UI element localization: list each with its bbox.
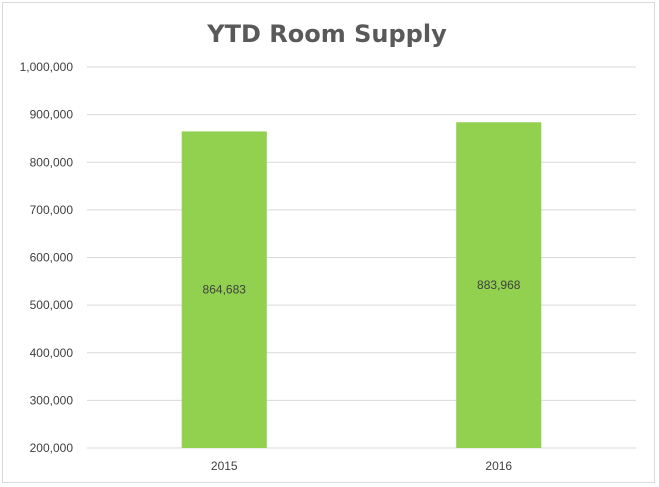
y-tick-label: 600,000: [30, 251, 74, 265]
bar-2016: [456, 122, 542, 448]
y-tick-label: 300,000: [30, 393, 74, 407]
gridlines: [87, 66, 636, 449]
y-tick-label: 1,000,000: [20, 60, 74, 74]
data-label-2016: 883,968: [477, 278, 521, 292]
bars: [181, 122, 542, 449]
data-labels: 864,683 883,968: [203, 278, 521, 297]
y-tick-label: 500,000: [30, 298, 74, 312]
x-tick-label-2016: 2016: [485, 459, 512, 473]
data-label-2015: 864,683: [203, 283, 247, 297]
y-axis-tick-labels: 200,000 300,000 400,000 500,000 600,000 700,0…: [20, 60, 74, 455]
y-tick-label: 400,000: [30, 346, 74, 360]
y-tick-label: 900,000: [30, 108, 74, 122]
x-tick-label-2015: 2015: [211, 459, 238, 473]
y-tick-label: 700,000: [30, 203, 74, 217]
chart-frame: [2, 2, 655, 483]
chart-title: YTD Room Supply: [206, 20, 447, 48]
bar-2015: [181, 131, 267, 449]
y-tick-label: 800,000: [30, 155, 74, 169]
x-axis-tick-labels: 2015 2016: [211, 459, 513, 473]
y-tick-label: 200,000: [30, 441, 74, 455]
